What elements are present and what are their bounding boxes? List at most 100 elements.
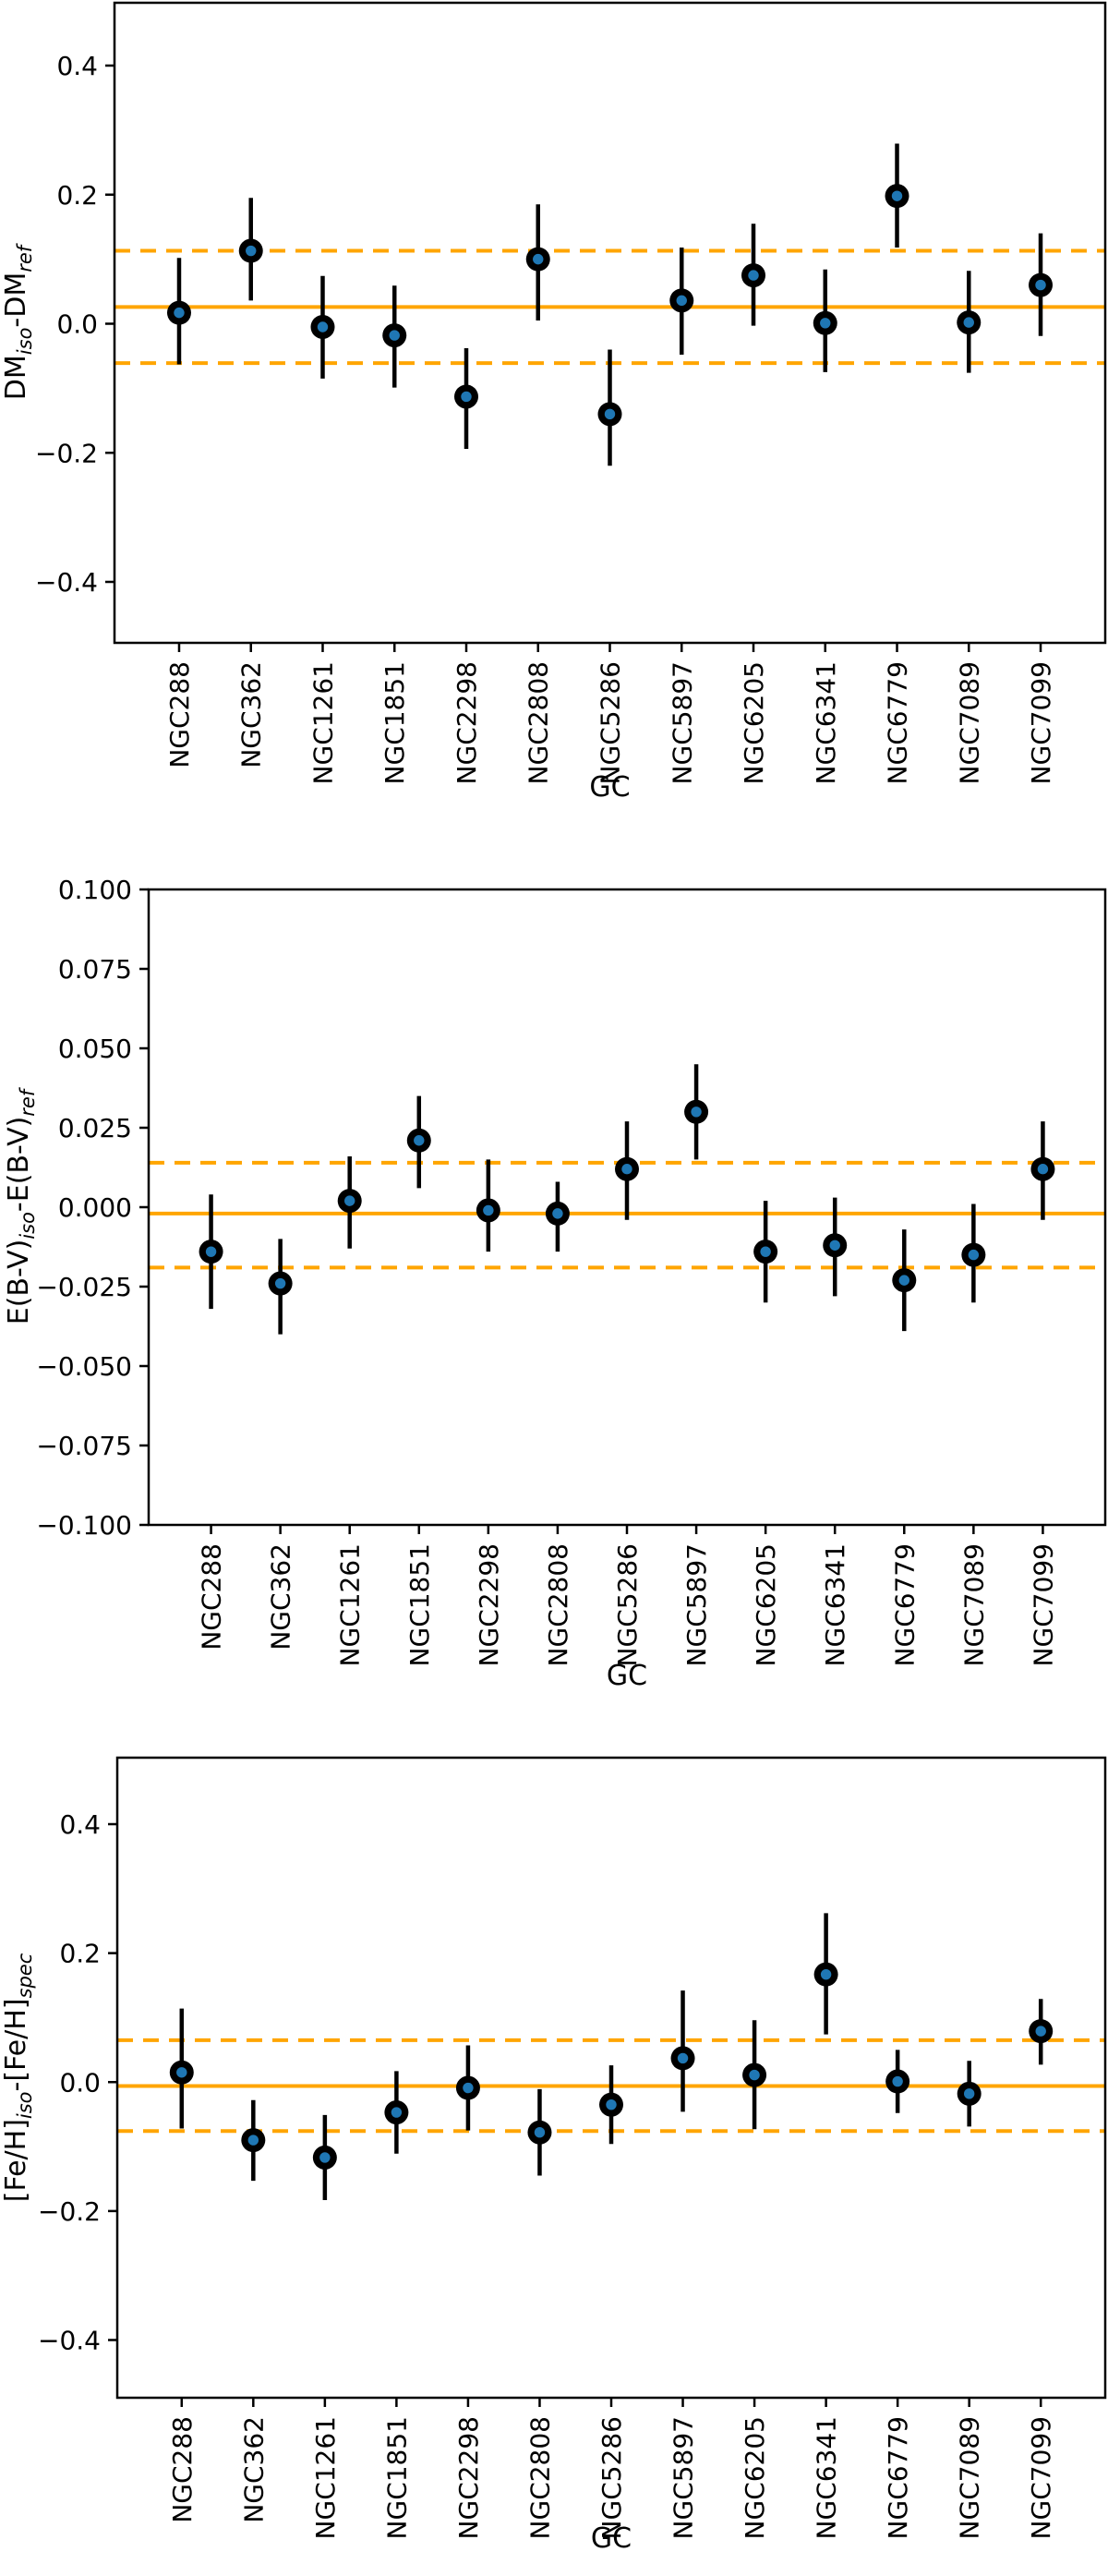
x-tick-label-NGC6341: NGC6341 — [811, 661, 841, 784]
x-tick-label-NGC1261: NGC1261 — [307, 661, 338, 784]
x-axis-title: GC — [589, 771, 630, 804]
data-point-NGC5286 — [615, 1121, 639, 1220]
y-tick-label: 0.050 — [58, 1034, 132, 1064]
y-tick-label: 0.2 — [59, 1939, 101, 1969]
data-point-NGC5286 — [599, 2065, 623, 2145]
x-tick-label-NGC5286: NGC5286 — [596, 661, 626, 784]
x-tick-label-NGC288: NGC288 — [167, 2416, 198, 2523]
marker-inner — [246, 245, 257, 257]
data-point-NGC1261 — [337, 1155, 362, 1249]
panel-feh: 0.4 0.2 0.0 −0.2 −0.4 NGC288 NGC362 NGC1261 NGC1… — [0, 1756, 1107, 2555]
y-axis-title: E(B-V)iso-E(B-V)ref — [3, 1086, 39, 1324]
marker-inner — [691, 1107, 702, 1118]
y-tick-label: −0.4 — [38, 2326, 101, 2356]
data-point-NGC1851 — [384, 2071, 409, 2154]
data-point-NGC7089 — [957, 2061, 982, 2127]
y-tick-label: −0.050 — [36, 1351, 132, 1382]
x-tick-label-NGC7099: NGC7099 — [1028, 1543, 1058, 1666]
data-point-NGC7099 — [1029, 233, 1054, 336]
marker-inner — [1035, 2026, 1046, 2037]
x-tick-label-NGC7099: NGC7099 — [1026, 661, 1056, 784]
y-tick-label: −0.100 — [36, 1510, 132, 1541]
y-tick-label: 0.0 — [59, 2067, 101, 2098]
y-tick-label: 0.000 — [58, 1192, 132, 1223]
x-tick-label-NGC1261: NGC1261 — [335, 1543, 366, 1666]
x-tick-label-NGC2808: NGC2808 — [524, 2416, 555, 2539]
marker-inner — [534, 2127, 546, 2138]
x-tick-label-NGC7089: NGC7089 — [954, 661, 984, 784]
y-tick-label: 0.4 — [56, 51, 98, 81]
marker-inner — [174, 307, 185, 319]
data-point-NGC6779 — [892, 1229, 917, 1332]
marker-inner — [274, 1277, 286, 1289]
marker-inner — [1037, 1164, 1049, 1175]
marker-inner — [676, 295, 687, 307]
marker-inner — [483, 1204, 494, 1216]
data-point-NGC6341 — [813, 1913, 838, 2035]
marker-inner — [898, 1275, 909, 1286]
marker-inner — [820, 318, 831, 329]
marker-inner — [606, 2098, 617, 2110]
x-axis-title: GC — [607, 1660, 647, 1692]
y-tick-label: −0.2 — [35, 438, 98, 468]
x-tick-label-NGC2808: NGC2808 — [543, 1543, 573, 1666]
data-point-NGC2298 — [453, 348, 478, 450]
marker-inner — [892, 2075, 903, 2087]
marker-inner — [963, 2088, 975, 2099]
data-point-NGC6205 — [741, 224, 766, 326]
marker-inner — [820, 1968, 832, 1980]
x-tick-label-NGC6341: NGC6341 — [812, 2416, 842, 2539]
y-tick-label: −0.4 — [35, 567, 98, 598]
data-point-NGC7099 — [1030, 1121, 1055, 1220]
x-tick-label-NGC1851: NGC1851 — [404, 1543, 435, 1666]
data-point-NGC7089 — [961, 1203, 986, 1303]
data-point-NGC2808 — [527, 2088, 552, 2176]
x-tick-label-NGC5897: NGC5897 — [668, 2416, 699, 2539]
x-tick-label-NGC5286: NGC5286 — [596, 2416, 627, 2539]
axes-spines — [113, 1, 1107, 645]
data-point-NGC6341 — [823, 1197, 848, 1297]
marker-inner — [760, 1246, 771, 1257]
x-tick-label-NGC5286: NGC5286 — [612, 1543, 643, 1666]
marker-inner — [463, 2082, 474, 2094]
x-tick-label-NGC2298: NGC2298 — [452, 661, 482, 784]
data-point-NGC362 — [241, 2099, 266, 2182]
data-point-NGC6341 — [813, 269, 837, 372]
data-point-NGC5897 — [670, 1990, 695, 2112]
marker-inner — [344, 1195, 355, 1206]
data-point-NGC7099 — [1029, 1999, 1054, 2065]
data-point-NGC288 — [169, 2008, 194, 2129]
data-point-NGC288 — [166, 258, 191, 365]
data-point-NGC5897 — [684, 1064, 709, 1160]
panel-dm: 0.4 0.2 0.0 −0.2 −0.4 NGC288 NGC362 NGC1261 NGC1… — [0, 1, 1107, 804]
marker-inner — [176, 2067, 187, 2078]
marker-inner — [829, 1240, 840, 1251]
data-point-NGC1261 — [310, 275, 335, 379]
marker-inner — [963, 317, 974, 328]
x-tick-label-NGC288: NGC288 — [164, 661, 195, 768]
data-point-NGC5286 — [597, 349, 622, 466]
x-tick-label-NGC362: NGC362 — [236, 661, 267, 768]
data-point-NGC1851 — [406, 1095, 431, 1189]
y-tick-label: 0.0 — [56, 309, 98, 340]
marker-inner — [621, 1164, 632, 1175]
data-point-NGC5897 — [669, 248, 694, 356]
data-point-NGC7089 — [957, 271, 982, 373]
data-point-NGC288 — [199, 1194, 223, 1310]
x-tick-label-NGC7089: NGC7089 — [958, 1543, 989, 1666]
marker-inner — [317, 321, 329, 333]
panel-ebv: 0.100 0.075 0.050 0.025 0.000 −0.025 −0.050 −0.… — [3, 875, 1107, 1692]
data-point-NGC2298 — [476, 1159, 500, 1252]
data-point-NGC1851 — [382, 285, 407, 388]
y-tick-label: −0.2 — [38, 2196, 101, 2227]
marker-inner — [1035, 279, 1046, 291]
x-tick-label-NGC6779: NGC6779 — [883, 661, 913, 784]
data-point-NGC6205 — [742, 2020, 767, 2130]
marker-inner — [533, 253, 544, 265]
marker-inner — [247, 2135, 259, 2146]
marker-inner — [319, 2152, 331, 2163]
x-tick-label-NGC1851: NGC1851 — [381, 2416, 412, 2539]
data-point-NGC2808 — [525, 204, 550, 321]
y-axis-title: DMiso-DMref — [0, 242, 36, 400]
